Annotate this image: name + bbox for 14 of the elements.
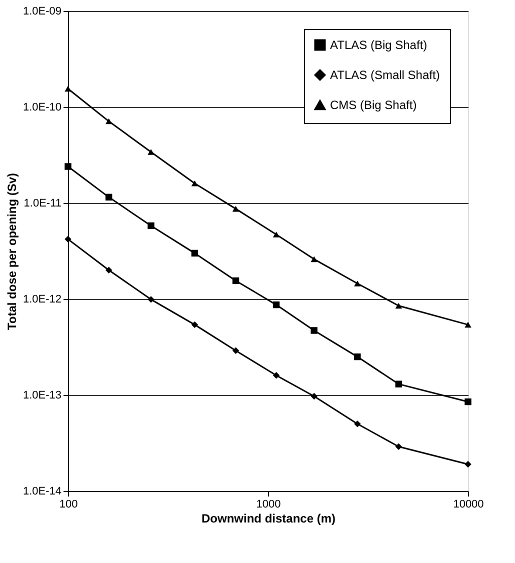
x-tick-label: 10000 [453, 498, 484, 510]
y-tick-label: 1.0E-11 [24, 198, 62, 210]
legend-label: ATLAS (Small Shaft) [330, 68, 440, 82]
legend-label: ATLAS (Big Shaft) [330, 38, 428, 52]
y-axis-title: Total dose per opening (Sv) [4, 172, 19, 330]
y-tick-label: 1.0E-12 [22, 294, 62, 306]
y-tick-label: 1.0E-10 [22, 102, 62, 114]
y-tick-label: 1.0E-14 [22, 486, 62, 498]
y-tick-label: 1.0E-13 [22, 390, 62, 402]
y-tick-label: 1.0E-09 [22, 6, 62, 18]
x-tick-label: 100 [59, 498, 78, 510]
x-tick-label: 1000 [256, 498, 281, 510]
legend-label: CMS (Big Shaft) [330, 98, 417, 112]
x-axis-title: Downwind distance (m) [201, 512, 336, 526]
